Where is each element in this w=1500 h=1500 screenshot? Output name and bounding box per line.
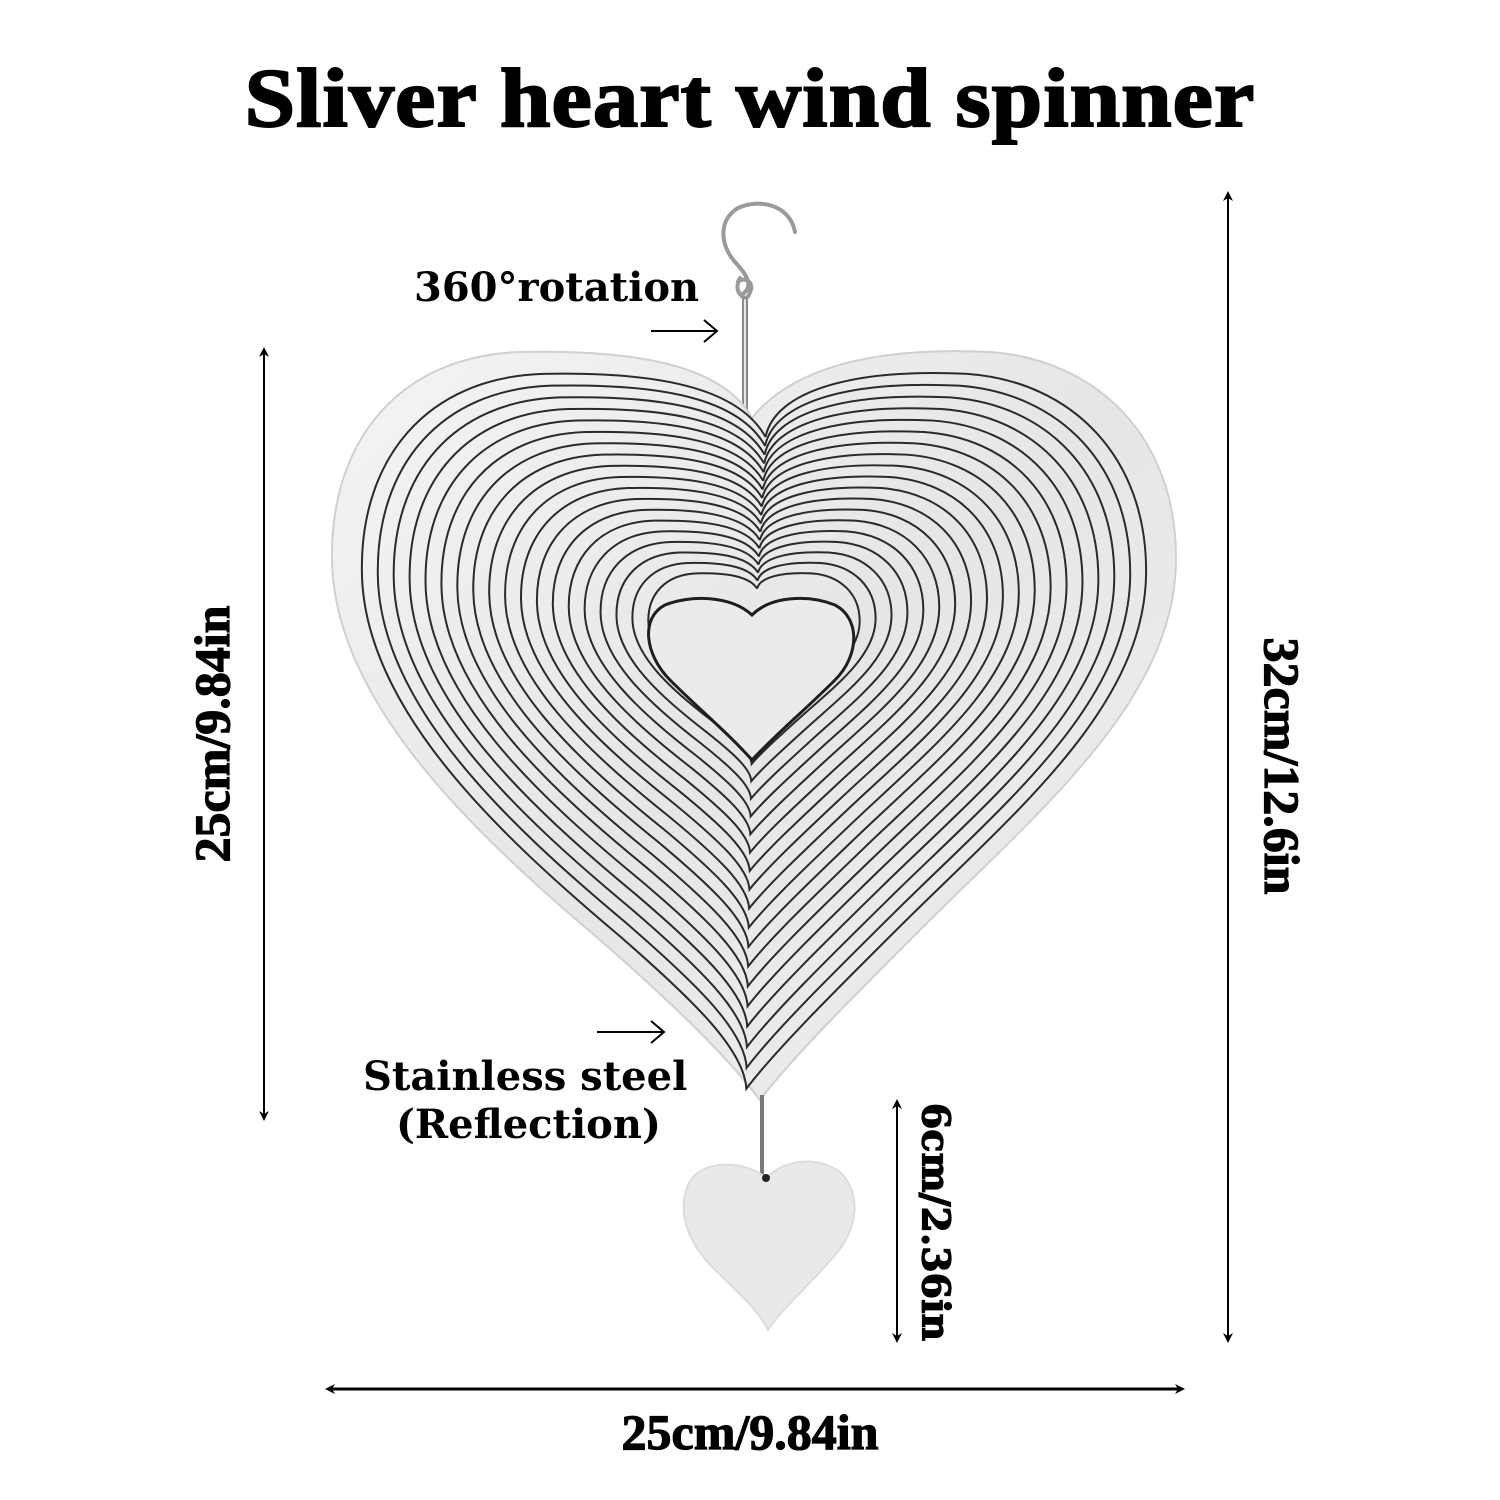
page-title: Sliver heart wind spinner <box>244 51 1256 146</box>
groove-ring <box>424 418 1084 1010</box>
heart-pendant <box>682 1160 856 1332</box>
groove-ring <box>456 441 1052 970</box>
groove-ring <box>360 372 1148 1092</box>
material-callout-line1: Stainless steel <box>363 1053 688 1100</box>
groove-ring <box>440 430 1068 989</box>
groove-ring <box>551 508 957 856</box>
heart-spinner <box>330 350 1178 1102</box>
groove-ring <box>472 453 1036 950</box>
material-callout-line2: (Reflection) <box>396 1101 661 1148</box>
groove-ring <box>583 530 925 819</box>
groove-ring <box>520 486 988 893</box>
groove-ring <box>488 464 1020 931</box>
groove-ring <box>392 395 1116 1050</box>
total-height-label: 32cm/12.6in <box>1253 637 1310 895</box>
groove-ring <box>631 561 877 767</box>
width-label: 25cm/9.84in <box>621 1403 879 1460</box>
heart-height-label: 25cm/9.84in <box>183 605 240 863</box>
groove-ring <box>408 407 1100 1030</box>
groove-ring <box>599 540 909 802</box>
rotation-callout: 360°rotation <box>414 264 700 311</box>
s-hook-icon <box>721 201 797 413</box>
pendant-height-label: 6cm/2.36in <box>913 1102 959 1342</box>
groove-ring <box>504 475 1004 912</box>
groove-ring <box>376 383 1132 1071</box>
groove-ring <box>615 551 893 784</box>
groove-ring <box>567 519 941 837</box>
groove-ring <box>535 497 973 874</box>
